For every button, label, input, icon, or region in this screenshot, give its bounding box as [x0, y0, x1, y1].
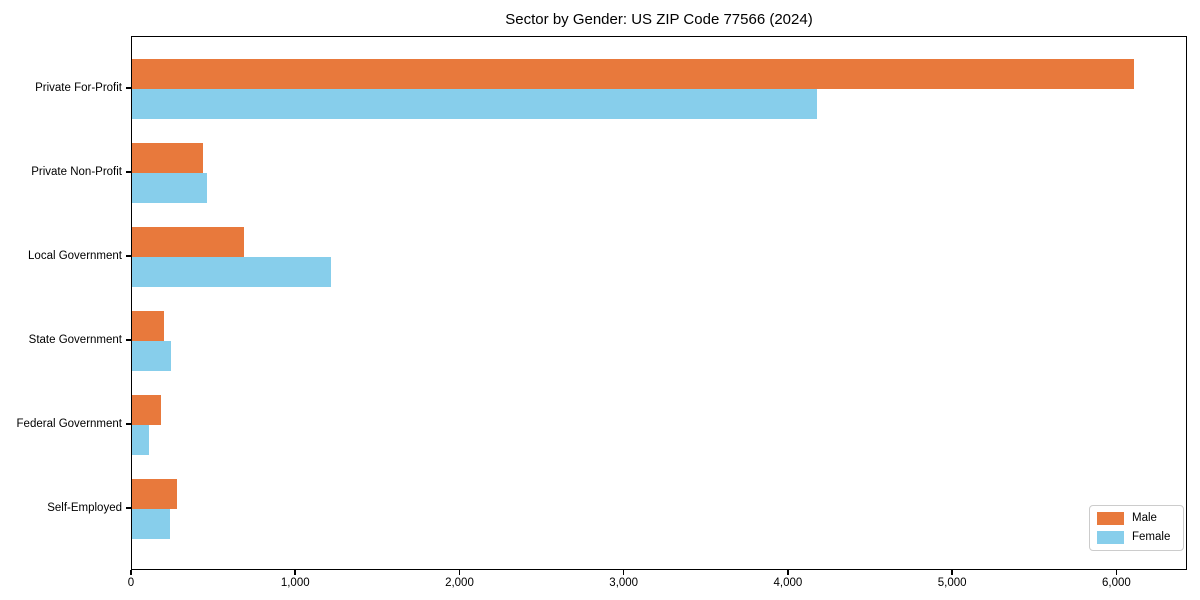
legend: Male Female [1089, 505, 1184, 551]
bar-male-private-non-profit [132, 143, 204, 173]
bar-female-local-government [132, 257, 331, 287]
legend-item-male: Male [1097, 512, 1175, 525]
ytick-mark [126, 87, 131, 89]
xtick-mark [130, 570, 132, 575]
legend-label: Female [1132, 531, 1171, 543]
ytick-mark [126, 255, 131, 257]
bar-male-federal-government [132, 395, 161, 425]
legend-swatch-male [1097, 512, 1124, 525]
xtick-mark [1115, 570, 1118, 575]
bar-female-state-government [132, 341, 171, 371]
ytick-label: Local Government [28, 250, 122, 262]
ytick-mark [126, 171, 131, 173]
bar-female-self-employed [132, 509, 170, 539]
xtick-mark [951, 570, 953, 575]
xtick-mark [622, 570, 625, 575]
bar-male-state-government [132, 311, 164, 341]
xtick-label: 0 [127, 577, 135, 589]
xtick-mark [787, 570, 789, 575]
ytick-label: Self-Employed [47, 502, 122, 514]
ytick-label: Private Non-Profit [31, 166, 122, 178]
ytick-mark [126, 507, 131, 509]
bar-male-self-employed [132, 479, 178, 509]
xtick-mark [458, 570, 461, 575]
xtick-label: 6,000 [1101, 577, 1131, 589]
ytick-mark [126, 423, 131, 425]
legend-label: Male [1132, 512, 1157, 524]
ytick-label: State Government [28, 334, 122, 346]
xtick-label: 1,000 [280, 577, 310, 589]
bar-female-private-non-profit [132, 173, 207, 203]
xtick-mark [294, 570, 296, 575]
legend-item-female: Female [1097, 531, 1175, 544]
xtick-label: 2,000 [445, 577, 474, 589]
xtick-label: 4,000 [773, 577, 803, 589]
bar-female-private-for-profit [132, 89, 817, 119]
ytick-mark [126, 339, 131, 341]
legend-swatch-female [1097, 531, 1124, 544]
ytick-label: Federal Government [16, 418, 122, 430]
plot-area [131, 36, 1187, 570]
xtick-label: 5,000 [937, 577, 967, 589]
bar-female-federal-government [132, 425, 150, 455]
bar-male-private-for-profit [132, 59, 1134, 89]
ytick-label: Private For-Profit [35, 82, 122, 94]
xtick-label: 3,000 [609, 577, 639, 589]
chart-title: Sector by Gender: US ZIP Code 77566 (202… [505, 11, 813, 28]
bar-male-local-government [132, 227, 244, 257]
